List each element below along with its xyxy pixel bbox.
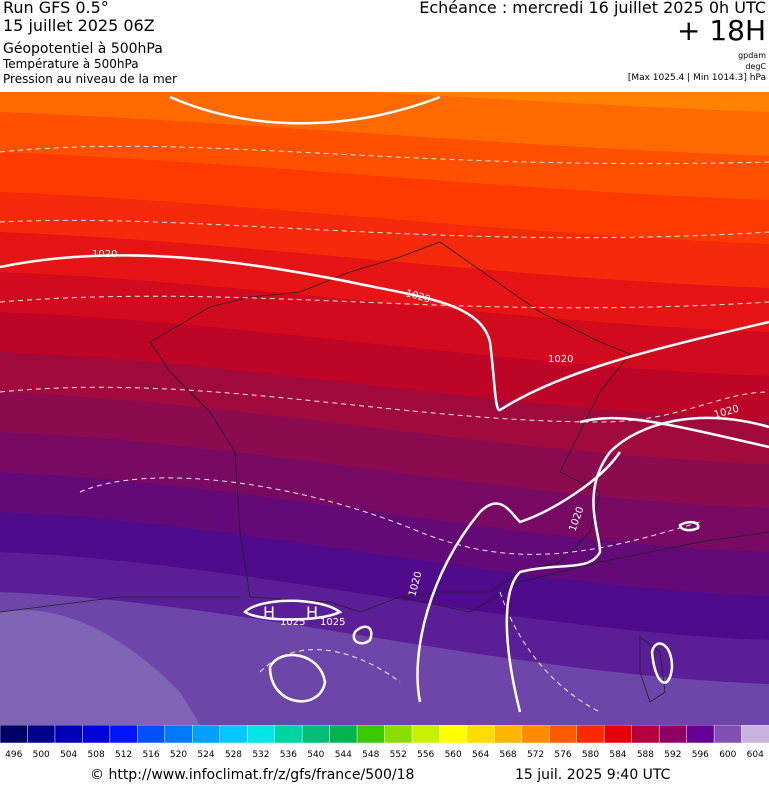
field-label: Température à 500hPa [3,57,139,71]
coastline [0,531,769,613]
colorbar-cell [686,725,715,744]
run-label: Run GFS 0.5° [3,0,109,17]
colorbar-cell [741,725,769,744]
colorbar-cell [466,725,496,744]
colorbar-cell [329,725,358,744]
isobar-label: 1025 [320,617,345,628]
colorbar-tick-label: 504 [60,750,77,760]
colorbar-tick-label: 596 [692,750,709,760]
colorbar-tick-label: 516 [142,750,159,760]
colorbar-cell [274,725,303,744]
colorbar-cell [82,725,111,744]
colorbar-cell [411,725,441,744]
colorbar-cell [137,725,166,744]
colorbar-cell [164,725,194,744]
colorbar-cell [356,725,386,744]
colorbar-cell [0,725,29,744]
colorbar-tick-label: 512 [115,750,132,760]
isobar [243,599,343,621]
colorbar-tick-label: 580 [582,750,599,760]
colorbar-tick-label: 592 [664,750,681,760]
isotherm [0,145,769,165]
isobar-label: 1020 [92,249,117,260]
isobar [352,625,373,645]
field-label: Géopotentiel à 500hPa [3,41,163,57]
colorbar-tick-label: 508 [88,750,105,760]
field-band [0,592,769,725]
colorbar-cell [384,725,413,744]
colorbar-tick-label: 600 [719,750,736,760]
high-marker: H [263,603,275,622]
colorbar-tick-label: 532 [252,750,269,760]
colorbar-tick-label: 564 [472,750,489,760]
colorbar-cell [603,725,633,744]
field-label: Pression au niveau de la mer [3,72,177,86]
isobar [268,653,327,703]
colorbar-cell [549,725,578,744]
source-link: © http://www.infoclimat.fr/z/gfs/france/… [90,767,415,783]
lead-time: + 18H [676,14,766,47]
colorbar-cell [246,725,276,744]
colorbar-tick-label: 496 [5,750,22,760]
colorbar-cell [576,725,605,744]
colorbar-cell [658,725,688,744]
colorbar-cell [301,725,331,744]
range-label: [Max 1025.4 | Min 1014.3] hPa [627,73,766,83]
colorbar-tick-label: 576 [554,750,571,760]
unit-label: degC [745,62,766,71]
colorbar-cell [219,725,248,744]
map: 1020 1020 1020 1020 1020 1020 1025 1025 … [0,92,769,725]
isobar [416,451,622,703]
high-marker: H [306,603,318,622]
colorbar-tick-label: 556 [417,750,434,760]
colorbar-cell [439,725,468,744]
colorbar-tick-label: 588 [637,750,654,760]
isobar [579,416,769,449]
colorbar-tick-label: 520 [170,750,187,760]
colorbar-tick-label: 540 [307,750,324,760]
isobar [0,254,769,412]
colorbar-cell [521,725,551,744]
isobar-label: 1020 [548,354,573,365]
colorbar-cell [631,725,660,744]
colorbar-cell [54,725,84,744]
isotherm [0,295,769,309]
colorbar-tick-label: 568 [499,750,516,760]
isobar [678,520,700,532]
colorbar-tick-label: 544 [335,750,352,760]
field-band [0,610,200,725]
forecast-label: Echéance : mercredi 16 juillet 2025 0h U… [419,0,766,17]
colorbar-tick-label: 604 [747,750,764,760]
colorbar-tick-label: 572 [527,750,544,760]
isotherm [0,386,769,423]
colorbar-cell [494,725,523,744]
colorbar-tick-label: 536 [280,750,297,760]
colorbar: 496 500 504 508 512 516 520 524 528 532 536 540 544 5… [0,725,769,760]
colorbar-cell [713,725,743,744]
colorbar-cell [27,725,56,744]
coastline [149,241,631,613]
colorbar-tick-label: 500 [33,750,50,760]
colorbar-cell [109,725,139,744]
isobar-label: 1025 [280,617,305,628]
coastline [639,636,666,703]
timestamp: 15 juil. 2025 9:40 UTC [515,767,671,783]
isobar [169,95,441,125]
colorbar-tick-label: 560 [445,750,462,760]
isobar [650,642,674,684]
colorbar-tick-label: 584 [609,750,626,760]
colorbar-cell [192,725,221,744]
colorbar-tick-label: 524 [197,750,214,760]
colorbar-tick-label: 552 [390,750,407,760]
colorbar-tick-label: 548 [362,750,379,760]
isotherm [79,477,701,555]
unit-label: gpdam [738,51,766,60]
run-date: 15 juillet 2025 06Z [3,16,155,35]
colorbar-tick-label: 528 [225,750,242,760]
